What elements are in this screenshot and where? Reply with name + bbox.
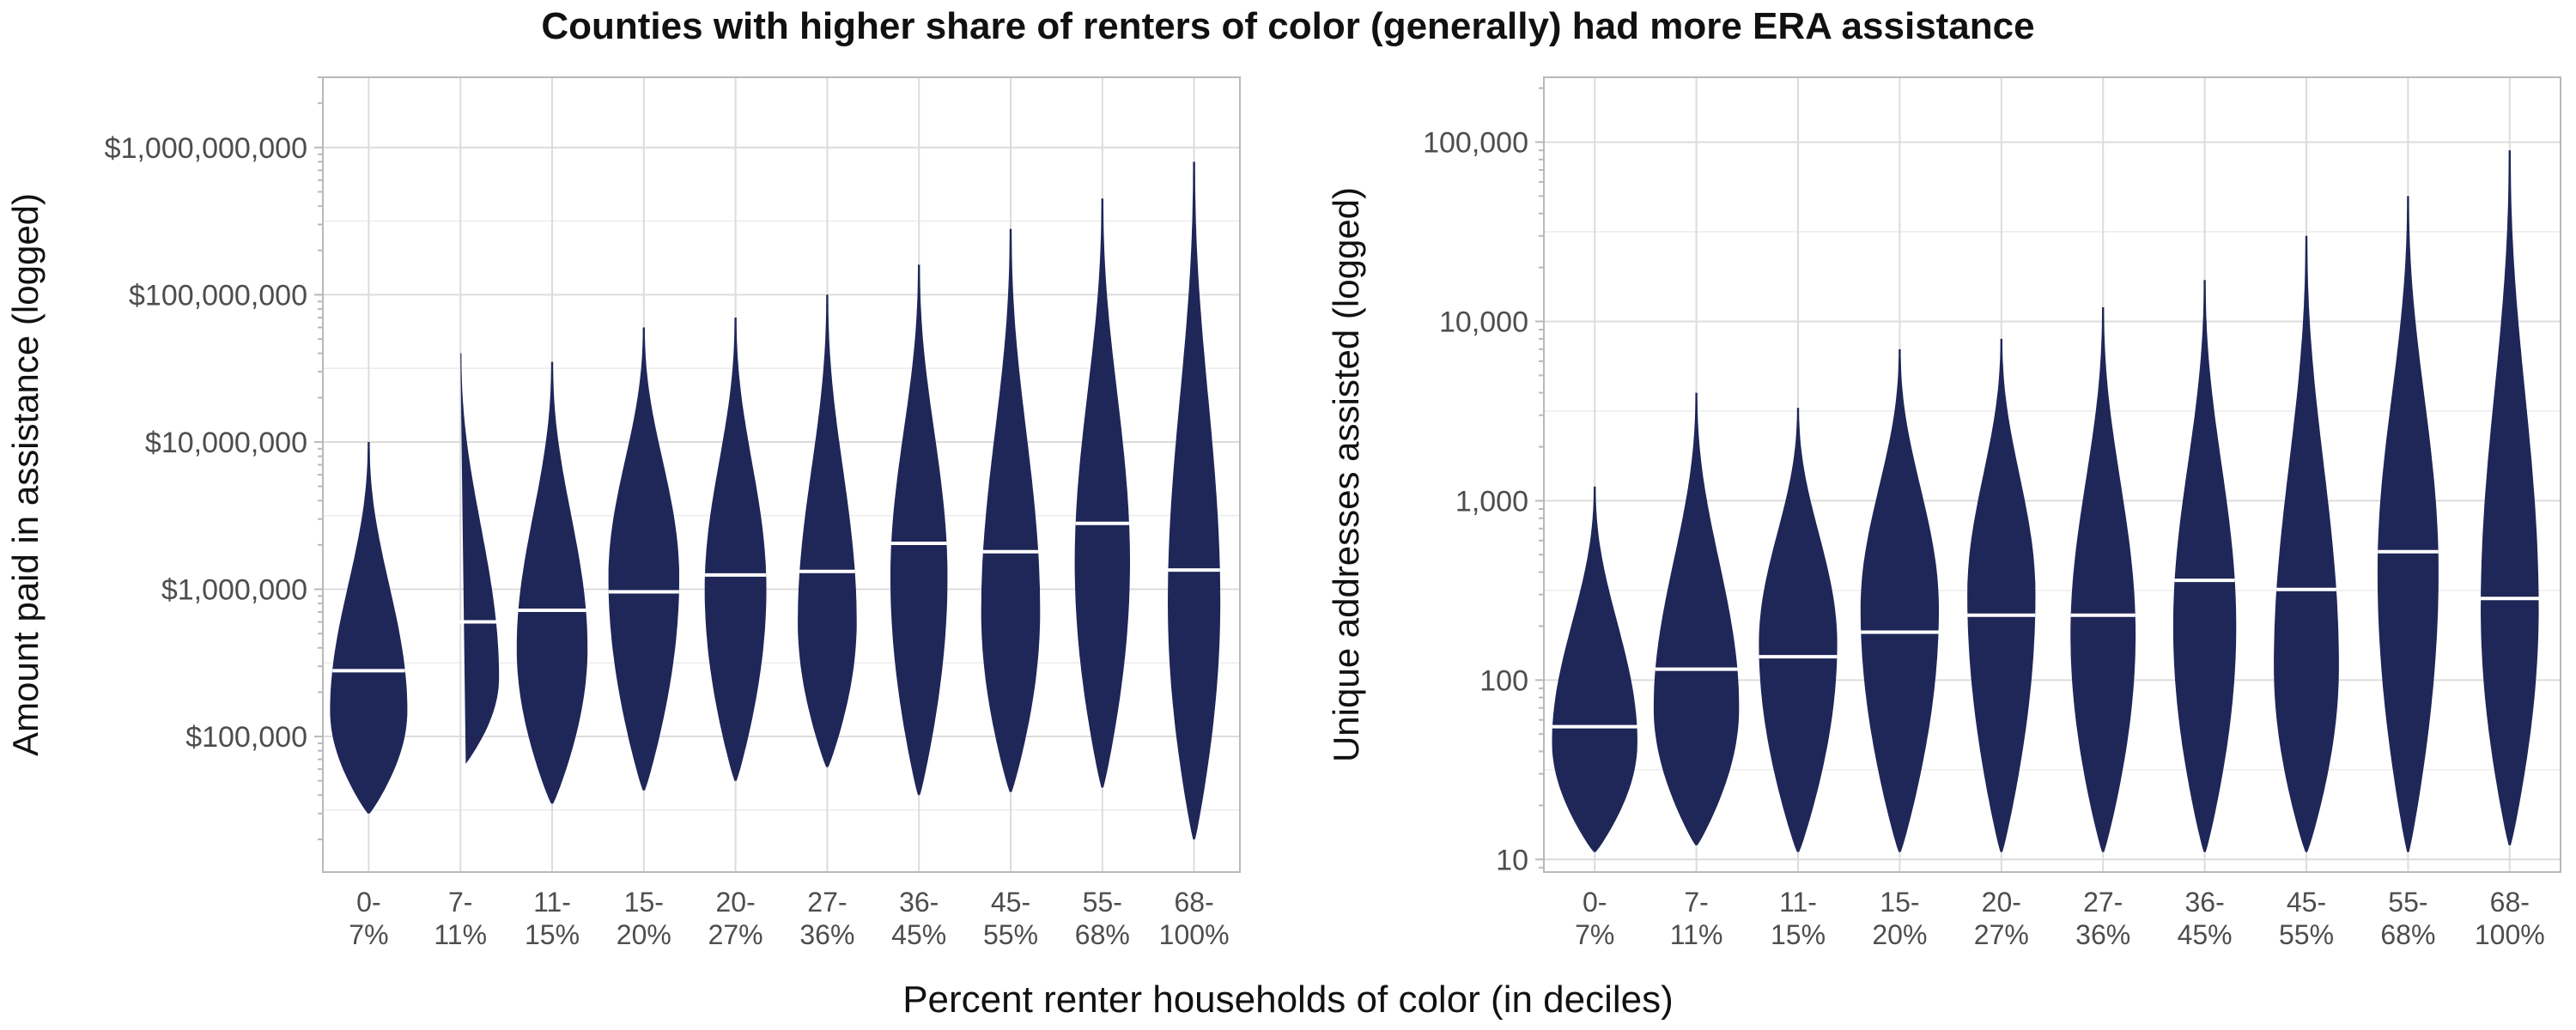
- violin-8: [981, 228, 1041, 792]
- x-tick-label: 68-100%: [1159, 887, 1230, 950]
- y-axis-label: Amount paid in assistance (logged): [5, 193, 46, 756]
- violin-7: [2172, 280, 2237, 852]
- violin-1: [330, 441, 408, 814]
- x-tick-label: 15-20%: [617, 887, 671, 950]
- violin-2: [1653, 392, 1740, 845]
- y-tick-label: 1,000: [1455, 485, 1528, 518]
- x-tick-label: 27-36%: [2075, 887, 2130, 950]
- violin-7: [890, 264, 948, 796]
- x-tick-label: 7-11%: [1670, 887, 1723, 950]
- x-tick-label: 55-68%: [1075, 887, 1130, 950]
- violin-4: [1860, 348, 1939, 852]
- x-tick-label: 20-27%: [708, 887, 763, 950]
- violin-6: [2070, 306, 2136, 852]
- y-tick-label: 100,000: [1423, 127, 1528, 160]
- violin-6: [798, 294, 857, 767]
- x-tick-label: 15-20%: [1872, 887, 1927, 950]
- y-tick-label: $10,000,000: [145, 427, 307, 459]
- x-tick-label: 0-7%: [1575, 887, 1614, 950]
- violin-10: [1168, 161, 1221, 839]
- x-tick-label: 55-68%: [2380, 887, 2435, 950]
- x-tick-label: 11-15%: [525, 887, 580, 950]
- panel-2: 10 100 1,000 10,000 100,000 Unique addresses …: [1326, 76, 2561, 950]
- violin-4: [608, 327, 679, 791]
- violin-3: [1759, 408, 1838, 852]
- x-tick-label: 45-55%: [2279, 887, 2334, 950]
- y-tick-label: $100,000,000: [129, 279, 307, 312]
- x-tick-label: 36-45%: [2178, 887, 2233, 950]
- violin-9: [2377, 196, 2439, 852]
- x-tick-label: 11-15%: [1771, 887, 1826, 950]
- panel-1: $100,000 $1,000,000 $10,000,000 $100,000,00…: [5, 76, 1241, 950]
- x-tick-label: 45-55%: [983, 887, 1038, 950]
- y-tick-label: $1,000,000: [161, 573, 307, 606]
- y-axis-label: Unique addresses assisted (logged): [1326, 187, 1366, 762]
- x-axis-label: Percent renter households of color (in d…: [902, 978, 1674, 1021]
- violin-9: [1074, 198, 1130, 788]
- violin-2: [460, 353, 500, 764]
- y-tick-label: 100: [1479, 664, 1528, 697]
- violin-5: [704, 317, 767, 781]
- x-tick-label: 68-100%: [2475, 887, 2545, 950]
- plot-frame: [1543, 76, 2561, 873]
- x-tick-label: 0-7%: [349, 887, 388, 950]
- y-tick-label: $100,000: [185, 721, 307, 754]
- violin-8: [2274, 235, 2339, 852]
- violin-1: [1552, 486, 1637, 852]
- y-tick-label: 10,000: [1439, 306, 1528, 338]
- violin-5: [1967, 338, 2036, 852]
- violin-3: [516, 361, 588, 804]
- x-tick-label: 20-27%: [1974, 887, 2029, 950]
- x-tick-label: 27-36%: [799, 887, 854, 950]
- x-tick-label: 36-45%: [891, 887, 946, 950]
- y-tick-label: 10: [1496, 844, 1528, 876]
- y-tick-label: $1,000,000,000: [105, 132, 307, 165]
- chart-title: Counties with higher share of renters of…: [541, 5, 2035, 47]
- x-tick-label: 7-11%: [434, 887, 487, 950]
- violin-10: [2481, 150, 2539, 845]
